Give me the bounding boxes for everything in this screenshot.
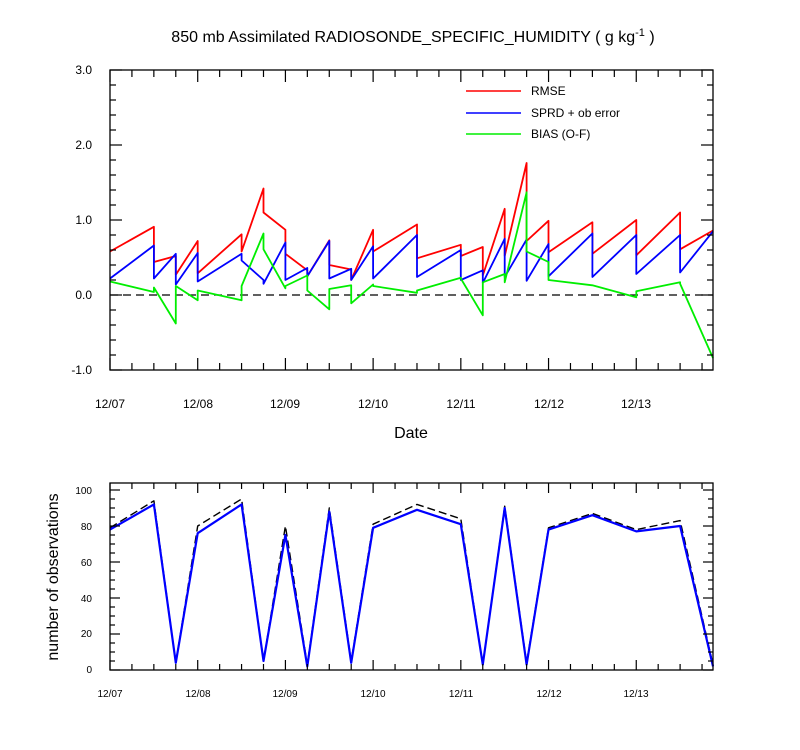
top-x-tick-label: 12/12 (534, 397, 564, 411)
bottom-y-tick-label: 0 (86, 665, 92, 676)
bottom-y-tick-labels: 0 20 40 60 80 100 (75, 486, 92, 676)
bottom-x-tick-label: 12/07 (97, 689, 122, 700)
bottom-x-tick-label: 12/11 (449, 689, 474, 700)
top-x-tick-label: 12/07 (95, 397, 125, 411)
top-y-tick-labels: -1.0 0.0 1.0 2.0 3.0 (71, 63, 92, 377)
bottom-y-axis-label: number of observations (45, 493, 62, 660)
bottom-plot-frame (109, 482, 714, 671)
top-y-tick-label: 1.0 (75, 213, 92, 227)
bottom-y-tick-label: 40 (81, 594, 93, 605)
observation-line-assimilated-observations (109, 503, 715, 668)
series-line-rmse (109, 162, 714, 281)
chart-title-superscript: -1 (635, 27, 645, 39)
chart-title: 850 mb Assimilated RADIOSONDE_SPECIFIC_H… (171, 27, 654, 46)
top-x-tick-label: 12/10 (358, 397, 388, 411)
legend-label-sprd: SPRD + ob error (531, 106, 620, 120)
bottom-x-tick-label: 12/13 (623, 689, 648, 700)
bottom-x-tick-label: 12/12 (536, 689, 561, 700)
top-x-tick-label: 12/11 (446, 397, 475, 411)
top-y-tick-label: 0.0 (75, 288, 92, 302)
series-line-sprd-ob-error (109, 230, 714, 286)
observation-line-possible-observations (109, 498, 714, 666)
top-x-tick-labels: 12/07 12/08 12/09 12/10 12/11 12/12 12/1… (95, 397, 651, 411)
bottom-x-tick-label: 12/10 (360, 689, 385, 700)
legend-label-bias: BIAS (O-F) (531, 127, 590, 141)
bottom-x-tick-label: 12/08 (185, 689, 210, 700)
bottom-x-tick-label: 12/09 (272, 689, 297, 700)
bottom-x-tick-labels: 12/07 12/08 12/09 12/10 12/11 12/12 12/1… (97, 689, 648, 700)
chart-title-main: 850 mb Assimilated RADIOSONDE_SPECIFIC_H… (171, 29, 635, 46)
legend: RMSE SPRD + ob error BIAS (O-F) (466, 84, 620, 141)
top-x-tick-label: 12/09 (270, 397, 300, 411)
top-x-tick-label: 12/13 (621, 397, 651, 411)
top-x-tick-label: 12/08 (183, 397, 213, 411)
legend-label-rmse: RMSE (531, 84, 566, 98)
chart-title-end: ) (645, 29, 655, 46)
series-line-bias-o-f (109, 191, 714, 359)
bottom-y-tick-label: 80 (81, 522, 93, 533)
bottom-chart: 0 20 40 60 80 100 12/07 12/08 12/09 12/1… (45, 482, 715, 700)
top-chart: -1.0 0.0 1.0 2.0 3.0 12/07 12/08 12/09 1… (71, 63, 714, 442)
top-y-tick-label: 2.0 (75, 138, 92, 152)
top-plot-frame (109, 69, 714, 371)
bottom-y-tick-label: 60 (81, 558, 93, 569)
top-y-tick-label: 3.0 (75, 63, 92, 77)
top-x-axis-label: Date (394, 425, 428, 442)
bottom-y-tick-label: 100 (75, 486, 92, 497)
bottom-y-tick-label: 20 (81, 629, 93, 640)
top-y-tick-label: -1.0 (71, 363, 92, 377)
